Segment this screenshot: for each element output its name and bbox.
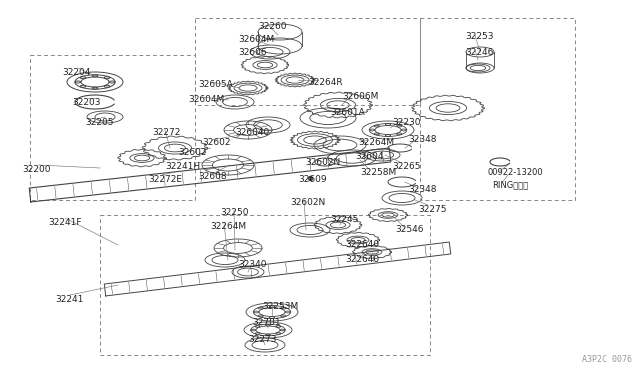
- Text: 322640: 322640: [345, 240, 379, 249]
- Text: 32272E: 32272E: [148, 175, 182, 184]
- Text: 32609: 32609: [298, 175, 326, 184]
- Text: 32348: 32348: [408, 135, 436, 144]
- Text: 32241H: 32241H: [165, 162, 200, 171]
- Text: 32273: 32273: [248, 335, 276, 344]
- Text: 32606: 32606: [238, 48, 267, 57]
- Text: 00922-13200: 00922-13200: [488, 168, 543, 177]
- Text: 32604: 32604: [355, 152, 383, 161]
- Text: 322640: 322640: [345, 255, 379, 264]
- Text: 32265: 32265: [392, 162, 420, 171]
- Text: 32272: 32272: [152, 128, 180, 137]
- Text: 32205: 32205: [85, 118, 113, 127]
- Text: 32260: 32260: [258, 22, 287, 31]
- Text: 32258M: 32258M: [360, 168, 396, 177]
- Text: 32246: 32246: [465, 48, 493, 57]
- Text: 32340: 32340: [238, 260, 266, 269]
- Text: 32253M: 32253M: [262, 302, 298, 311]
- Text: 32701: 32701: [252, 318, 280, 327]
- Text: 32602N: 32602N: [305, 158, 340, 167]
- Text: 32605A: 32605A: [198, 80, 233, 89]
- Text: 32604M: 32604M: [188, 95, 224, 104]
- Text: 32602: 32602: [202, 138, 230, 147]
- Text: 32245: 32245: [330, 215, 358, 224]
- Text: 32602N: 32602N: [290, 198, 325, 207]
- Text: 326040: 326040: [235, 128, 269, 137]
- Text: 32604M: 32604M: [238, 35, 275, 44]
- Text: 32608: 32608: [198, 172, 227, 181]
- Text: 32241F: 32241F: [48, 218, 81, 227]
- Text: 32601A: 32601A: [330, 108, 365, 117]
- Text: 32264R: 32264R: [308, 78, 342, 87]
- Text: 32264M: 32264M: [358, 138, 394, 147]
- Text: 32250: 32250: [220, 208, 248, 217]
- Text: RINGリング: RINGリング: [492, 180, 528, 189]
- Text: 32241: 32241: [55, 295, 83, 304]
- Text: 32230: 32230: [392, 118, 420, 127]
- Text: 32203: 32203: [72, 98, 100, 107]
- Text: 32275: 32275: [418, 205, 447, 214]
- Text: 32606M: 32606M: [342, 92, 378, 101]
- Text: 32348: 32348: [408, 185, 436, 194]
- Text: 32204: 32204: [62, 68, 90, 77]
- Text: 32602: 32602: [178, 148, 207, 157]
- Text: 32264M: 32264M: [210, 222, 246, 231]
- Text: 32253: 32253: [465, 32, 493, 41]
- Text: A3P2C 0076: A3P2C 0076: [582, 355, 632, 364]
- Text: 32200: 32200: [22, 165, 51, 174]
- Text: 32546: 32546: [395, 225, 424, 234]
